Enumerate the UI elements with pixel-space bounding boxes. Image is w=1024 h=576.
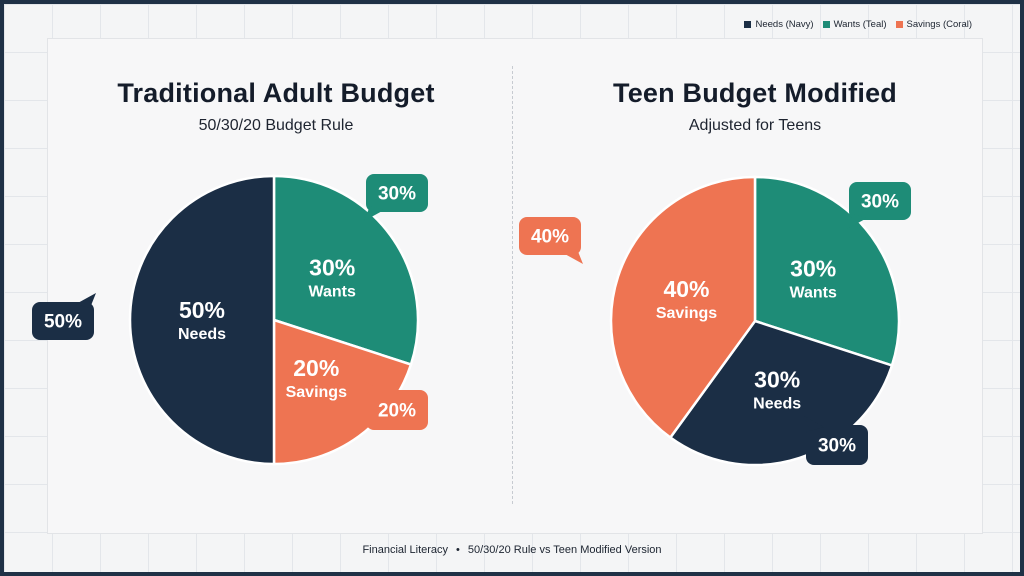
pie2-slice-savings-name: Savings bbox=[656, 305, 717, 322]
footer-right-text: 50/30/20 Rule vs Teen Modified Version bbox=[467, 544, 662, 556]
pie1-slice-savings bbox=[272, 318, 413, 466]
right-chart-subtitle: Adjusted for Teens bbox=[688, 117, 822, 134]
pie2-slice-wants bbox=[753, 175, 901, 368]
pie2-slice-savings bbox=[609, 175, 757, 440]
footer: Financial Literacy • 50/30/20 Rule vs Teen… bbox=[0, 544, 1024, 556]
pie1-callout-needs-text: 50% bbox=[44, 312, 82, 333]
left-chart-subtitle: 50/30/20 Budget Rule bbox=[198, 117, 354, 134]
legend-label-wants: Wants (Teal) bbox=[833, 19, 887, 30]
legend-swatch-needs bbox=[744, 21, 752, 28]
pie2-callout-needs-text: 30% bbox=[818, 436, 856, 457]
pie2-callout-wants-box bbox=[849, 182, 911, 220]
pie2-callout-wants-tail bbox=[847, 214, 867, 229]
pie1-slice-wants bbox=[272, 174, 420, 367]
pie2-callout-savings-tail bbox=[563, 249, 583, 264]
legend-swatch-savings bbox=[895, 21, 903, 28]
pie1-slice-savings-percent: 20% bbox=[293, 355, 339, 381]
legend-label-savings: Savings (Coral) bbox=[906, 19, 972, 30]
pie1-callout-needs: 50% bbox=[32, 293, 96, 340]
pie1-callout-savings-box bbox=[366, 390, 428, 430]
legend-item-savings: Savings (Coral) bbox=[895, 19, 972, 30]
pie1-callout-wants-text: 30% bbox=[378, 184, 416, 205]
footer-separator: • bbox=[456, 544, 460, 556]
pie1-callout-savings-text: 20% bbox=[378, 401, 416, 422]
pie2-callout-wants-text: 30% bbox=[861, 192, 899, 213]
pie2-callout-needs-tail bbox=[804, 416, 824, 431]
pie1-slice-wants-percent: 30% bbox=[309, 255, 355, 281]
pie2-callout-savings: 40% bbox=[519, 217, 583, 264]
left-chart-title: Traditional Adult Budget bbox=[117, 78, 435, 108]
pie1-slice-needs bbox=[128, 174, 276, 466]
pie1-callout-wants-box bbox=[366, 174, 428, 212]
pie1-callout-wants: 30% bbox=[364, 174, 428, 221]
legend-label-needs: Needs (Navy) bbox=[755, 19, 814, 30]
pie1-callout-needs-box bbox=[32, 302, 94, 340]
legend: Needs (Navy) Wants (Teal) Savings (Coral… bbox=[735, 19, 972, 30]
pie2-slice-needs-name: Needs bbox=[753, 396, 801, 413]
pie1-callout-savings: 20% bbox=[364, 381, 428, 430]
pie2-callout-savings-text: 40% bbox=[531, 227, 569, 248]
pie1-slice-savings-name: Savings bbox=[286, 384, 347, 401]
pie1-slice-needs-percent: 50% bbox=[179, 297, 225, 323]
pie2-callout-needs-box bbox=[806, 425, 868, 465]
pie1-slice-wants-name: Wants bbox=[308, 284, 356, 301]
pie2-slice-needs-percent: 30% bbox=[754, 367, 800, 393]
pie2-slice-wants-percent: 30% bbox=[790, 256, 836, 282]
chart-divider bbox=[512, 66, 513, 504]
pie1-callout-wants-tail bbox=[364, 206, 384, 221]
pie2-callout-wants: 30% bbox=[847, 182, 911, 229]
legend-item-needs: Needs (Navy) bbox=[744, 19, 814, 30]
pie2-callout-needs: 30% bbox=[804, 416, 868, 465]
footer-left-text: Financial Literacy bbox=[362, 544, 449, 556]
legend-item-wants: Wants (Teal) bbox=[822, 19, 887, 30]
pie2-slice-savings-percent: 40% bbox=[663, 276, 709, 302]
pie2-slice-wants-name: Wants bbox=[789, 285, 837, 302]
pie1-callout-savings-tail bbox=[364, 381, 384, 396]
pie2-callout-savings-box bbox=[519, 217, 581, 255]
legend-swatch-wants bbox=[822, 21, 830, 28]
right-chart-title: Teen Budget Modified bbox=[613, 78, 897, 108]
pie1-slice-needs-name: Needs bbox=[178, 326, 226, 343]
pie1-callout-needs-tail bbox=[76, 293, 96, 308]
